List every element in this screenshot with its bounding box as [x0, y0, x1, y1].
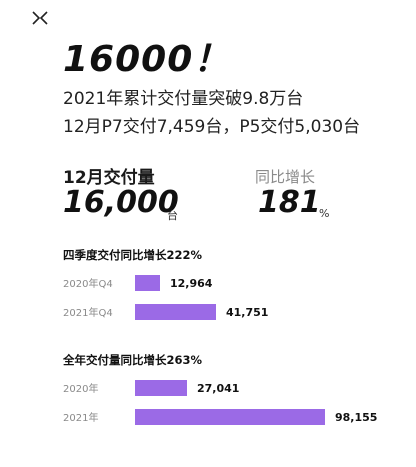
category-label: 2021年Q4 [63, 306, 113, 319]
kpi-growth-value: 181 [258, 185, 321, 220]
chart-q4: 2020年Q4 12,964 2021年Q4 41,751 [63, 275, 268, 320]
kpi-growth-unit: % [319, 207, 330, 220]
kpi-deliveries-value: 16,000 [63, 185, 179, 220]
chart-q4-title: 四季度交付同比增长222% [63, 248, 203, 262]
category-label: 2020年 [63, 382, 98, 395]
kpi-deliveries-label: 12月交付量 [63, 168, 155, 188]
subline-december: 12月P7交付7,459台，P5交付5,030台 [63, 117, 361, 137]
headline: 16000！ [63, 39, 231, 80]
bar [135, 409, 325, 425]
value-label: 12,964 [170, 277, 213, 290]
category-label: 2021年 [63, 411, 98, 424]
chart-annual: 2020年 27,041 2021年 98,155 [63, 380, 377, 425]
bar [135, 275, 160, 291]
kpi-deliveries-unit: 台 [167, 209, 178, 222]
bar [135, 380, 187, 396]
bar [135, 304, 216, 320]
brand-logo-icon [32, 10, 48, 29]
subline-cumulative: 2021年累计交付量突破9.8万台 [63, 89, 304, 109]
chart-annual-title: 全年交付量同比增长263% [63, 353, 203, 367]
value-label: 98,155 [335, 411, 377, 424]
category-label: 2020年Q4 [63, 277, 113, 290]
value-label: 41,751 [226, 306, 268, 319]
kpi-growth-label: 同比增长 [255, 168, 316, 186]
value-label: 27,041 [197, 382, 239, 395]
